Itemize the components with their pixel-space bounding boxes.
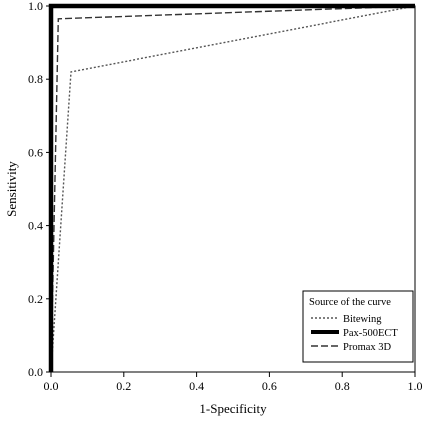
- legend-box: [302, 290, 414, 363]
- x-axis-label: 1-Specificity: [199, 401, 267, 416]
- y-tick-label: 0.2: [28, 292, 43, 306]
- x-tick-label: 0.2: [116, 379, 131, 393]
- legend: Source of the curve Bitewing Pax-500ECT Pro…: [302, 290, 414, 363]
- x-tick-label: 0.0: [44, 379, 59, 393]
- x-tick-label: 1.0: [408, 379, 423, 393]
- plot-frame: [50, 5, 416, 373]
- axes-layer: 0.0 0.2 0.4 0.6 0.8 1.0 0.0 0.2 0.4 0.6 0.8 1.0 1-Sp…: [4, 0, 423, 416]
- legend-entry-label: Bitewing: [343, 314, 382, 325]
- y-tick-label: 0.4: [28, 219, 43, 233]
- legend-title: Source of the curve: [309, 297, 391, 308]
- y-tick-label: 1.0: [28, 0, 43, 13]
- legend-entry-label: Pax-500ECT: [343, 328, 398, 339]
- x-tick-label: 0.6: [262, 379, 277, 393]
- y-tick-label: 0.8: [28, 72, 43, 86]
- x-tick-label: 0.8: [335, 379, 350, 393]
- series-line-bitewing: [50, 5, 416, 373]
- y-tick-label: 0.6: [28, 145, 43, 159]
- y-tick-label: 0.0: [28, 365, 43, 379]
- y-axis-label: Sensitivity: [4, 161, 19, 217]
- x-tick-label: 0.4: [189, 379, 204, 393]
- legend-entry-label: Promax 3D: [343, 342, 392, 353]
- series-line-promax-3d: [50, 5, 416, 373]
